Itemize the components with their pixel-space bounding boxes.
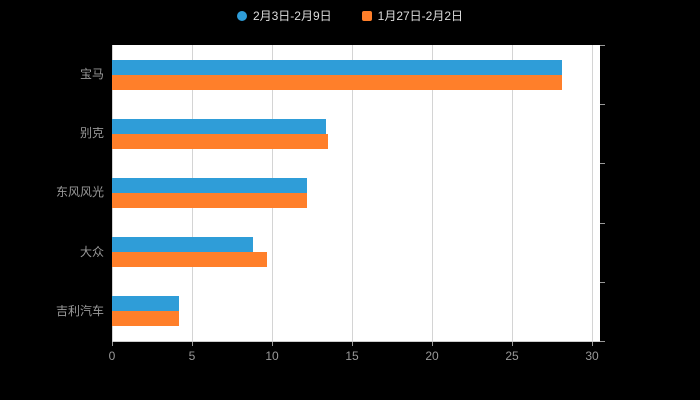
y-axis-tick bbox=[600, 45, 605, 46]
x-axis-label: 30 bbox=[585, 349, 599, 363]
bar-东风风光-1月27日-2月2日[interactable] bbox=[112, 193, 308, 208]
legend-item-0[interactable]: 2月3日-2月9日 bbox=[236, 7, 332, 24]
y-axis-tick bbox=[600, 163, 605, 164]
x-axis-tick bbox=[112, 342, 113, 346]
x-axis-tick bbox=[352, 342, 353, 346]
bar-大众-2月3日-2月9日[interactable] bbox=[112, 237, 253, 253]
bar-吉利汽车-1月27日-2月2日[interactable] bbox=[112, 311, 180, 327]
legend-swatch-icon bbox=[236, 10, 247, 21]
bar-宝马-1月27日-2月2日[interactable] bbox=[112, 74, 562, 90]
legend: 2月3日-2月9日 1月27日-2月2日 bbox=[0, 7, 700, 24]
gridline bbox=[512, 45, 513, 341]
gridline bbox=[432, 45, 433, 341]
category-label: 东风风光 bbox=[55, 185, 104, 200]
gridline bbox=[592, 45, 593, 341]
bar-宝马-2月3日-2月9日[interactable] bbox=[112, 59, 562, 75]
gridline bbox=[352, 45, 353, 341]
x-axis-label: 15 bbox=[345, 349, 359, 363]
legend-item-1[interactable]: 1月27日-2月2日 bbox=[361, 7, 464, 24]
y-axis-tick bbox=[600, 282, 605, 283]
plot-area bbox=[112, 45, 600, 342]
category-label: 别克 bbox=[79, 126, 104, 141]
legend-swatch-icon bbox=[361, 10, 372, 21]
x-axis-label: 0 bbox=[108, 349, 116, 363]
bar-别克-2月3日-2月9日[interactable] bbox=[112, 118, 327, 134]
x-axis-tick bbox=[432, 342, 433, 346]
x-axis-label: 20 bbox=[425, 349, 439, 363]
bar-别克-1月27日-2月2日[interactable] bbox=[112, 133, 328, 149]
y-axis-tick bbox=[600, 223, 605, 224]
category-label: 大众 bbox=[79, 244, 104, 259]
x-axis-tick bbox=[512, 342, 513, 346]
category-label: 宝马 bbox=[79, 67, 104, 81]
y-axis-tick bbox=[600, 341, 605, 342]
x-axis-label: 5 bbox=[188, 349, 196, 363]
bar-大众-1月27日-2月2日[interactable] bbox=[112, 252, 268, 268]
bar-东风风光-2月3日-2月9日[interactable] bbox=[112, 178, 308, 193]
y-axis-tick bbox=[600, 104, 605, 105]
legend-label: 1月27日-2月2日 bbox=[377, 9, 464, 23]
category-label: 吉利汽车 bbox=[55, 303, 104, 318]
x-axis-label: 25 bbox=[505, 349, 519, 363]
x-axis-tick bbox=[592, 342, 593, 346]
legend-label: 2月3日-2月9日 bbox=[252, 9, 332, 23]
x-axis-tick bbox=[272, 342, 273, 346]
x-axis-tick bbox=[192, 342, 193, 346]
bar-吉利汽车-2月3日-2月9日[interactable] bbox=[112, 296, 180, 312]
x-axis-label: 10 bbox=[265, 349, 279, 363]
